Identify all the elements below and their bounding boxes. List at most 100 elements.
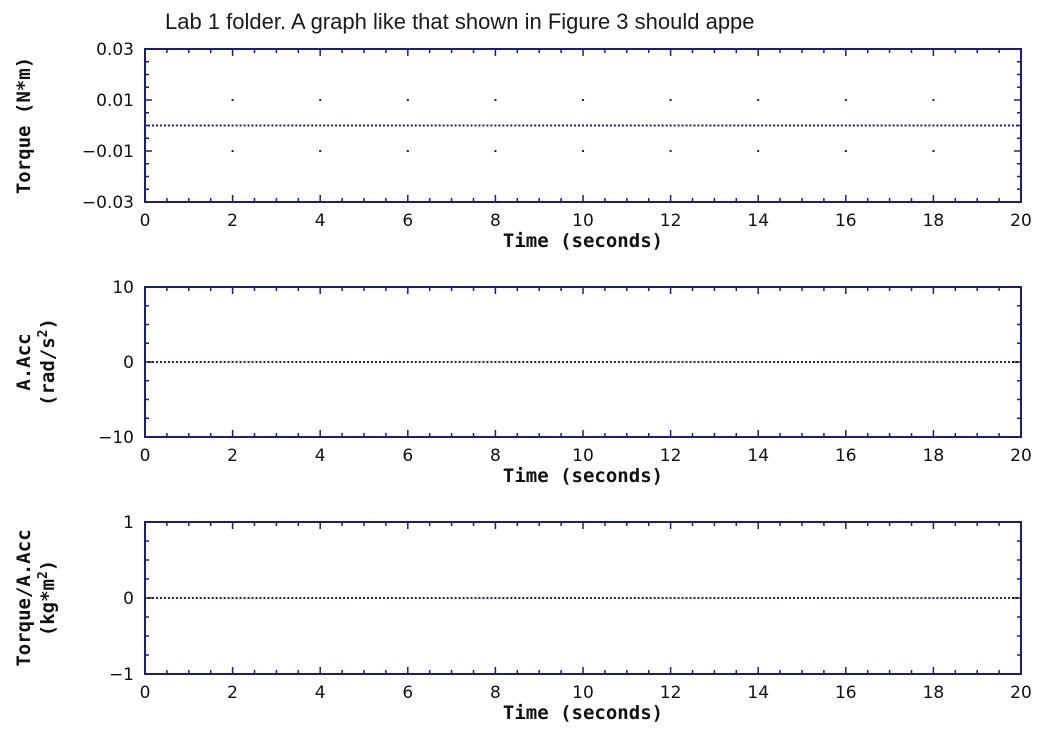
data-point: [183, 361, 186, 363]
data-point: [741, 597, 744, 599]
data-point: [382, 597, 385, 599]
data-point: [856, 597, 859, 599]
data-point: [649, 361, 652, 363]
grid-dot: [582, 99, 584, 101]
data-point: [960, 124, 963, 127]
data-point: [781, 124, 784, 127]
data-point: [498, 124, 501, 127]
data-point: [263, 361, 266, 363]
data-point: [613, 124, 616, 127]
data-point: [912, 361, 915, 363]
data-point: [972, 361, 975, 363]
grid-dot: [844, 150, 847, 152]
data-point: [908, 361, 911, 363]
data-point: [299, 597, 302, 599]
data-point: [749, 361, 752, 363]
data-point: [566, 361, 569, 363]
x-tick-label: 20: [1010, 211, 1032, 231]
data-point: [335, 124, 338, 127]
data-point: [840, 361, 843, 363]
data-point: [355, 597, 358, 599]
data-point: [315, 361, 318, 363]
data-point: [844, 124, 847, 127]
data-point: [781, 597, 784, 599]
data-point: [892, 597, 895, 599]
data-point: [510, 361, 513, 363]
data-point: [988, 597, 991, 599]
data-point: [271, 361, 274, 363]
data-point: [351, 597, 354, 599]
data-point: [474, 361, 477, 363]
data-point: [1000, 124, 1003, 127]
data-point: [163, 597, 166, 599]
data-point: [844, 361, 847, 363]
data-point: [199, 124, 202, 127]
data-point: [601, 124, 604, 127]
data-point: [900, 361, 903, 363]
data-point: [980, 124, 983, 127]
data-point: [263, 124, 266, 127]
data-point: [434, 124, 437, 127]
data-point: [247, 597, 250, 599]
data-point: [235, 597, 238, 599]
data-point: [414, 597, 417, 599]
data-point: [498, 361, 501, 363]
data-point: [900, 124, 903, 127]
x-tick-label: 4: [315, 211, 326, 231]
data-point: [749, 597, 752, 599]
data-point: [713, 361, 716, 363]
data-point: [351, 124, 354, 127]
data-point: [486, 124, 489, 127]
data-point: [219, 597, 222, 599]
data-point: [709, 597, 712, 599]
data-point: [518, 597, 521, 599]
data-point: [570, 361, 573, 363]
x-tick-label: 18: [923, 446, 945, 466]
data-point: [490, 361, 493, 363]
data-point: [633, 124, 636, 127]
data-point: [601, 361, 604, 363]
data-point: [462, 597, 465, 599]
data-point: [1000, 361, 1003, 363]
x-tick-label: 2: [227, 683, 238, 703]
data-point: [872, 124, 875, 127]
data-point: [562, 597, 565, 599]
data-point: [757, 597, 760, 599]
data-point: [382, 361, 385, 363]
data-point: [980, 597, 983, 599]
data-point: [669, 124, 672, 127]
data-point: [458, 361, 461, 363]
data-point: [343, 124, 346, 127]
data-point: [609, 597, 612, 599]
data-point: [331, 124, 334, 127]
data-point: [171, 597, 174, 599]
data-point: [625, 124, 628, 127]
data-point: [677, 597, 680, 599]
data-point: [315, 124, 318, 127]
data-point: [327, 361, 330, 363]
data-point: [307, 361, 310, 363]
data-point: [566, 124, 569, 127]
data-point: [689, 597, 692, 599]
data-point: [490, 597, 493, 599]
data-point: [625, 361, 628, 363]
data-point: [530, 124, 533, 127]
data-point: [526, 361, 529, 363]
data-point: [892, 361, 895, 363]
data-point: [478, 361, 481, 363]
data-point: [717, 361, 720, 363]
data-point: [673, 361, 676, 363]
data-point: [880, 597, 883, 599]
data-point: [183, 597, 186, 599]
data-point: [864, 597, 867, 599]
data-point: [840, 124, 843, 127]
x-tick-label: 4: [315, 683, 326, 703]
data-point: [394, 361, 397, 363]
data-point: [462, 124, 465, 127]
data-point: [876, 124, 879, 127]
data-point: [864, 361, 867, 363]
data-point: [370, 361, 373, 363]
data-point: [1016, 124, 1019, 127]
data-point: [1020, 597, 1022, 599]
data-point: [665, 597, 668, 599]
